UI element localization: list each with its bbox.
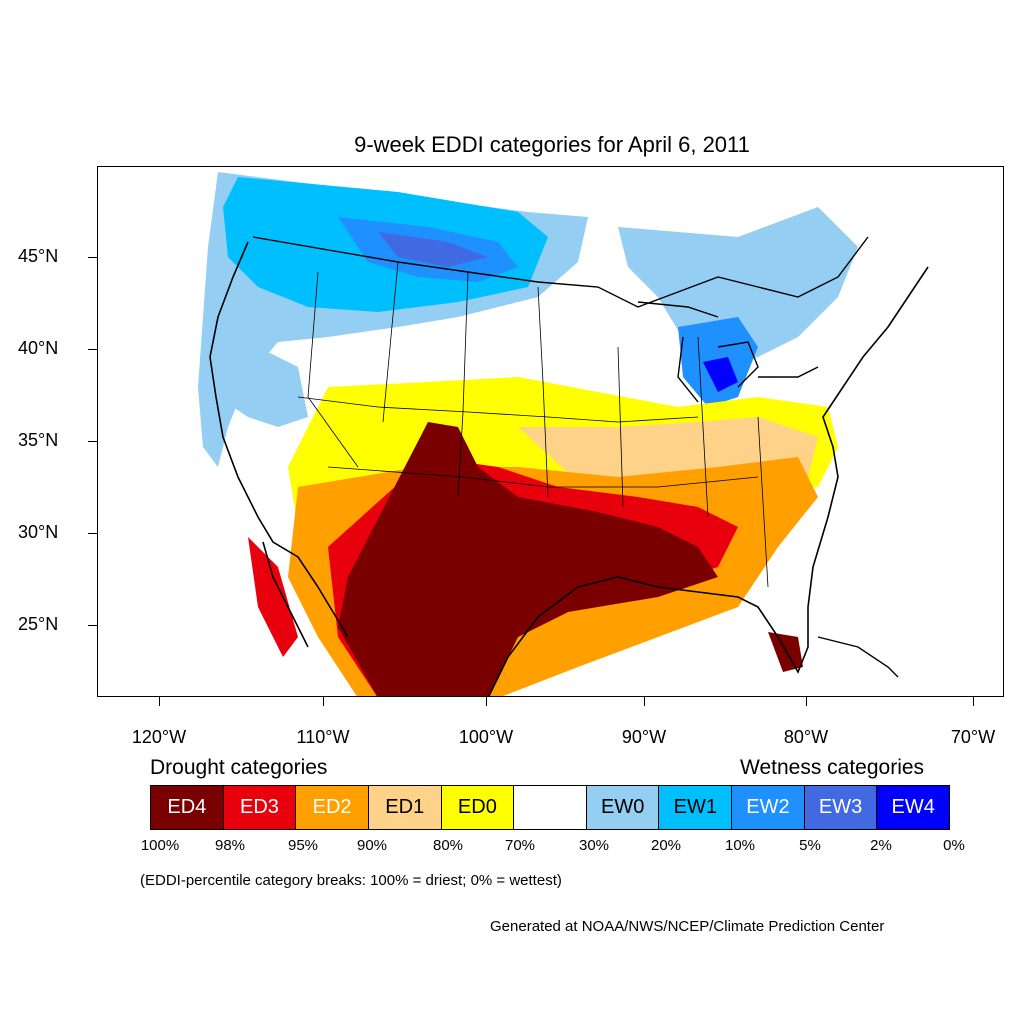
lat-tick	[88, 625, 97, 626]
legend-ew4: EW4	[877, 786, 950, 829]
break-label: 95%	[287, 837, 319, 854]
drought-ed3-baja	[248, 537, 298, 657]
lon-label-90: 90°W	[621, 727, 667, 747]
lon-tick	[644, 697, 645, 706]
drought-ed4-florida	[768, 632, 803, 672]
wetness-categories-title: Wetness categories	[740, 756, 925, 779]
legend-ew0: EW0	[586, 786, 660, 829]
lon-label-70: 70°W	[950, 727, 996, 747]
legend-color-bar: ED4 ED3 ED2 ED1 ED0 EW0 EW1 EW2 EW3 EW4	[150, 785, 950, 830]
wet-region-mi	[703, 357, 738, 392]
us-canada-border	[252, 236, 869, 308]
break-label: 5%	[799, 837, 821, 854]
lat-tick	[88, 441, 97, 442]
legend-ew2: EW2	[732, 786, 805, 829]
break-label: 0%	[943, 837, 965, 854]
lon-label-110: 110°W	[296, 727, 350, 747]
lat-label-45: 45°N	[18, 246, 59, 266]
credit-line: Generated at NOAA/NWS/NCEP/Climate Predi…	[490, 918, 885, 935]
legend-ew1: EW1	[659, 786, 733, 829]
lon-tick	[159, 697, 160, 706]
break-label: 2%	[870, 837, 892, 854]
lon-label-100: 100°W	[458, 727, 514, 747]
lon-tick	[323, 697, 324, 706]
break-label: 30%	[578, 837, 610, 854]
eddi-map	[97, 166, 1004, 697]
baja-coast	[262, 541, 309, 648]
break-label: 100%	[140, 837, 180, 854]
legend-ed1: ED1	[368, 786, 442, 829]
wet-region-west-coast	[208, 342, 308, 427]
legend-ed4: ED4	[151, 786, 224, 829]
break-label: 90%	[356, 837, 388, 854]
state-lines	[297, 261, 769, 588]
gulf-coast	[488, 266, 929, 696]
break-label: 98%	[214, 837, 246, 854]
lat-tick	[88, 533, 97, 534]
lat-label-25: 25°N	[18, 614, 59, 634]
break-label: 80%	[432, 837, 464, 854]
break-label: 20%	[650, 837, 682, 854]
legend-ed0: ED0	[441, 786, 515, 829]
lat-tick	[88, 349, 97, 350]
drought-ed4	[338, 422, 718, 696]
break-label: 70%	[504, 837, 536, 854]
drought-categories-title: Drought categories	[150, 756, 328, 779]
wet-region-ew3	[378, 232, 488, 267]
lat-label-40: 40°N	[18, 338, 59, 358]
legend-ew3: EW3	[804, 786, 878, 829]
lon-label-120: 120°W	[131, 727, 187, 747]
lat-label-35: 35°N	[18, 430, 59, 450]
lon-tick	[806, 697, 807, 706]
map-canvas	[198, 172, 929, 696]
legend-ed3: ED3	[223, 786, 297, 829]
lon-label-80: 80°W	[783, 727, 829, 747]
cuba-outline	[817, 636, 899, 678]
break-label: 10%	[724, 837, 756, 854]
lon-tick	[486, 697, 487, 706]
map-title: 9-week EDDI categories for April 6, 2011	[354, 132, 750, 157]
west-coast	[209, 241, 349, 638]
legend-normal	[514, 786, 587, 829]
legend-ed2: ED2	[296, 786, 369, 829]
category-breaks-note: (EDDI-percentile category breaks: 100% =…	[140, 872, 562, 889]
lat-tick	[88, 257, 97, 258]
great-lakes-outline	[637, 301, 819, 403]
lon-tick	[973, 697, 974, 706]
lat-label-30: 30°N	[18, 522, 59, 542]
